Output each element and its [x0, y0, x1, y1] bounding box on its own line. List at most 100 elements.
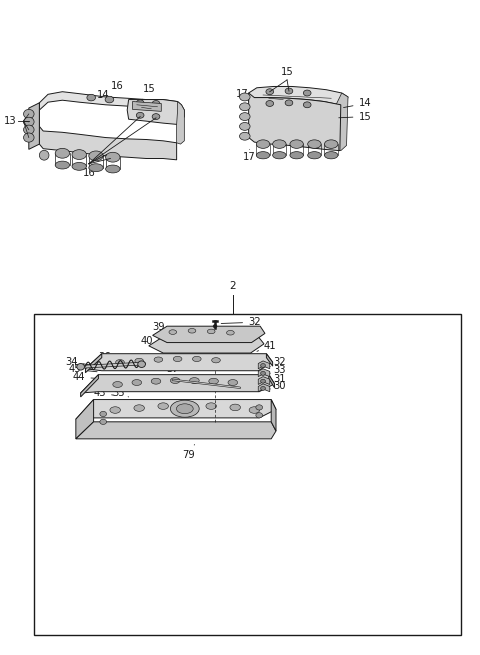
Text: 37: 37: [167, 364, 179, 374]
Ellipse shape: [87, 94, 96, 101]
Ellipse shape: [110, 407, 120, 413]
Ellipse shape: [113, 381, 122, 388]
Ellipse shape: [55, 161, 70, 169]
Ellipse shape: [135, 358, 144, 364]
Ellipse shape: [240, 122, 250, 130]
Bar: [34, 314, 461, 635]
Ellipse shape: [324, 152, 338, 159]
Ellipse shape: [256, 152, 270, 159]
Ellipse shape: [273, 152, 286, 159]
Polygon shape: [39, 103, 177, 160]
Ellipse shape: [240, 103, 250, 111]
Ellipse shape: [261, 379, 265, 383]
Ellipse shape: [100, 411, 107, 417]
Text: 14: 14: [91, 90, 109, 100]
Polygon shape: [335, 93, 348, 151]
Text: 15: 15: [142, 84, 155, 100]
Polygon shape: [249, 93, 341, 151]
Text: 35: 35: [113, 388, 129, 398]
Ellipse shape: [105, 96, 114, 103]
Text: 40: 40: [140, 335, 163, 346]
Polygon shape: [76, 422, 276, 439]
Ellipse shape: [261, 371, 265, 375]
Ellipse shape: [116, 360, 124, 365]
Text: 43: 43: [94, 388, 114, 398]
Ellipse shape: [132, 380, 142, 385]
Polygon shape: [76, 400, 276, 419]
Polygon shape: [132, 102, 161, 111]
Ellipse shape: [207, 329, 215, 334]
Ellipse shape: [89, 164, 103, 172]
Polygon shape: [258, 361, 270, 369]
Polygon shape: [258, 377, 270, 384]
Polygon shape: [266, 354, 273, 366]
Polygon shape: [76, 400, 94, 439]
Ellipse shape: [256, 413, 263, 418]
Polygon shape: [258, 384, 270, 392]
Ellipse shape: [39, 151, 49, 160]
Ellipse shape: [273, 140, 286, 148]
Polygon shape: [153, 326, 265, 343]
Ellipse shape: [72, 149, 86, 160]
Polygon shape: [81, 375, 98, 397]
Ellipse shape: [170, 377, 180, 384]
Text: 2: 2: [229, 282, 236, 291]
Ellipse shape: [249, 407, 260, 413]
Ellipse shape: [170, 400, 199, 417]
Ellipse shape: [240, 93, 250, 101]
Polygon shape: [81, 375, 275, 393]
Text: 33: 33: [270, 365, 286, 375]
Polygon shape: [258, 369, 270, 377]
Ellipse shape: [212, 358, 220, 363]
Ellipse shape: [290, 152, 303, 159]
Ellipse shape: [308, 140, 321, 148]
Text: 32: 32: [270, 357, 286, 367]
Ellipse shape: [192, 356, 201, 362]
Ellipse shape: [228, 380, 238, 385]
Ellipse shape: [303, 90, 311, 96]
Ellipse shape: [136, 100, 144, 106]
Ellipse shape: [213, 325, 217, 328]
Text: 14: 14: [344, 98, 371, 109]
Ellipse shape: [303, 102, 311, 108]
Ellipse shape: [55, 148, 70, 159]
Text: 38: 38: [153, 357, 166, 367]
Polygon shape: [29, 103, 39, 149]
Ellipse shape: [324, 140, 338, 148]
Text: 79: 79: [182, 445, 195, 460]
Ellipse shape: [285, 100, 293, 106]
Text: 32: 32: [221, 317, 261, 328]
Ellipse shape: [138, 361, 145, 367]
Text: 44: 44: [73, 372, 98, 383]
Ellipse shape: [136, 113, 144, 119]
Polygon shape: [85, 354, 102, 373]
Text: 16: 16: [83, 168, 95, 178]
Ellipse shape: [134, 405, 144, 411]
Polygon shape: [271, 400, 276, 431]
Text: 36: 36: [98, 352, 119, 362]
Ellipse shape: [100, 419, 107, 424]
Polygon shape: [39, 92, 180, 110]
Ellipse shape: [290, 140, 303, 148]
Ellipse shape: [261, 386, 265, 390]
Text: 30: 30: [270, 381, 286, 392]
Text: 15: 15: [339, 111, 371, 122]
Text: 17: 17: [243, 149, 256, 162]
Ellipse shape: [158, 403, 168, 409]
Ellipse shape: [173, 356, 182, 362]
Ellipse shape: [209, 379, 218, 384]
Ellipse shape: [182, 402, 192, 409]
Ellipse shape: [230, 404, 240, 411]
Ellipse shape: [240, 113, 250, 121]
Text: 16: 16: [111, 81, 124, 97]
Ellipse shape: [261, 364, 265, 367]
Ellipse shape: [285, 88, 293, 94]
Text: 34: 34: [65, 356, 97, 367]
Text: 32: 32: [240, 334, 261, 345]
Polygon shape: [149, 337, 264, 353]
Text: 15: 15: [281, 67, 293, 77]
Ellipse shape: [106, 152, 120, 162]
Text: 17: 17: [236, 89, 249, 100]
Ellipse shape: [24, 133, 34, 142]
Text: 31: 31: [270, 373, 286, 384]
